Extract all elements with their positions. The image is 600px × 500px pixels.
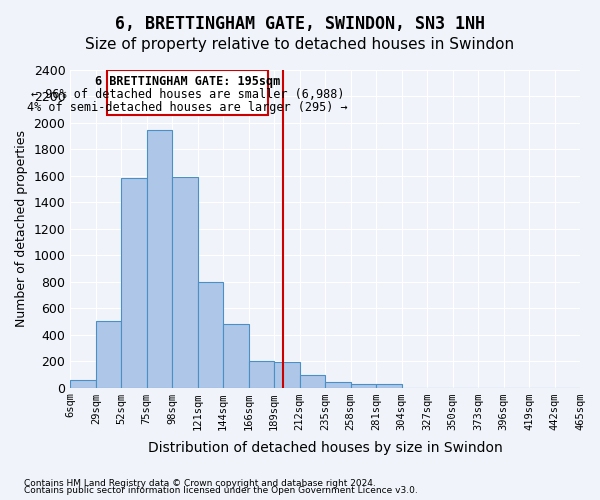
Text: 4% of semi-detached houses are larger (295) →: 4% of semi-detached houses are larger (2… bbox=[27, 101, 348, 114]
Bar bbox=[376, 384, 401, 388]
Bar bbox=[147, 130, 172, 388]
Bar bbox=[350, 384, 376, 388]
Text: Size of property relative to detached houses in Swindon: Size of property relative to detached ho… bbox=[85, 38, 515, 52]
Bar bbox=[223, 324, 248, 388]
Bar bbox=[121, 178, 147, 388]
Bar bbox=[198, 282, 223, 388]
Y-axis label: Number of detached properties: Number of detached properties bbox=[15, 130, 28, 328]
Bar bbox=[172, 177, 198, 388]
Text: Contains public sector information licensed under the Open Government Licence v3: Contains public sector information licen… bbox=[24, 486, 418, 495]
Bar bbox=[70, 380, 96, 388]
Bar bbox=[248, 361, 274, 388]
Text: 6 BRETTINGHAM GATE: 195sqm: 6 BRETTINGHAM GATE: 195sqm bbox=[95, 74, 280, 88]
X-axis label: Distribution of detached houses by size in Swindon: Distribution of detached houses by size … bbox=[148, 441, 503, 455]
Bar bbox=[299, 375, 325, 388]
Bar bbox=[325, 382, 350, 388]
Bar bbox=[274, 362, 299, 388]
FancyBboxPatch shape bbox=[107, 70, 268, 115]
Bar bbox=[96, 322, 121, 388]
Text: 6, BRETTINGHAM GATE, SWINDON, SN3 1NH: 6, BRETTINGHAM GATE, SWINDON, SN3 1NH bbox=[115, 15, 485, 33]
Text: Contains HM Land Registry data © Crown copyright and database right 2024.: Contains HM Land Registry data © Crown c… bbox=[24, 478, 376, 488]
Text: ← 96% of detached houses are smaller (6,988): ← 96% of detached houses are smaller (6,… bbox=[31, 88, 344, 101]
